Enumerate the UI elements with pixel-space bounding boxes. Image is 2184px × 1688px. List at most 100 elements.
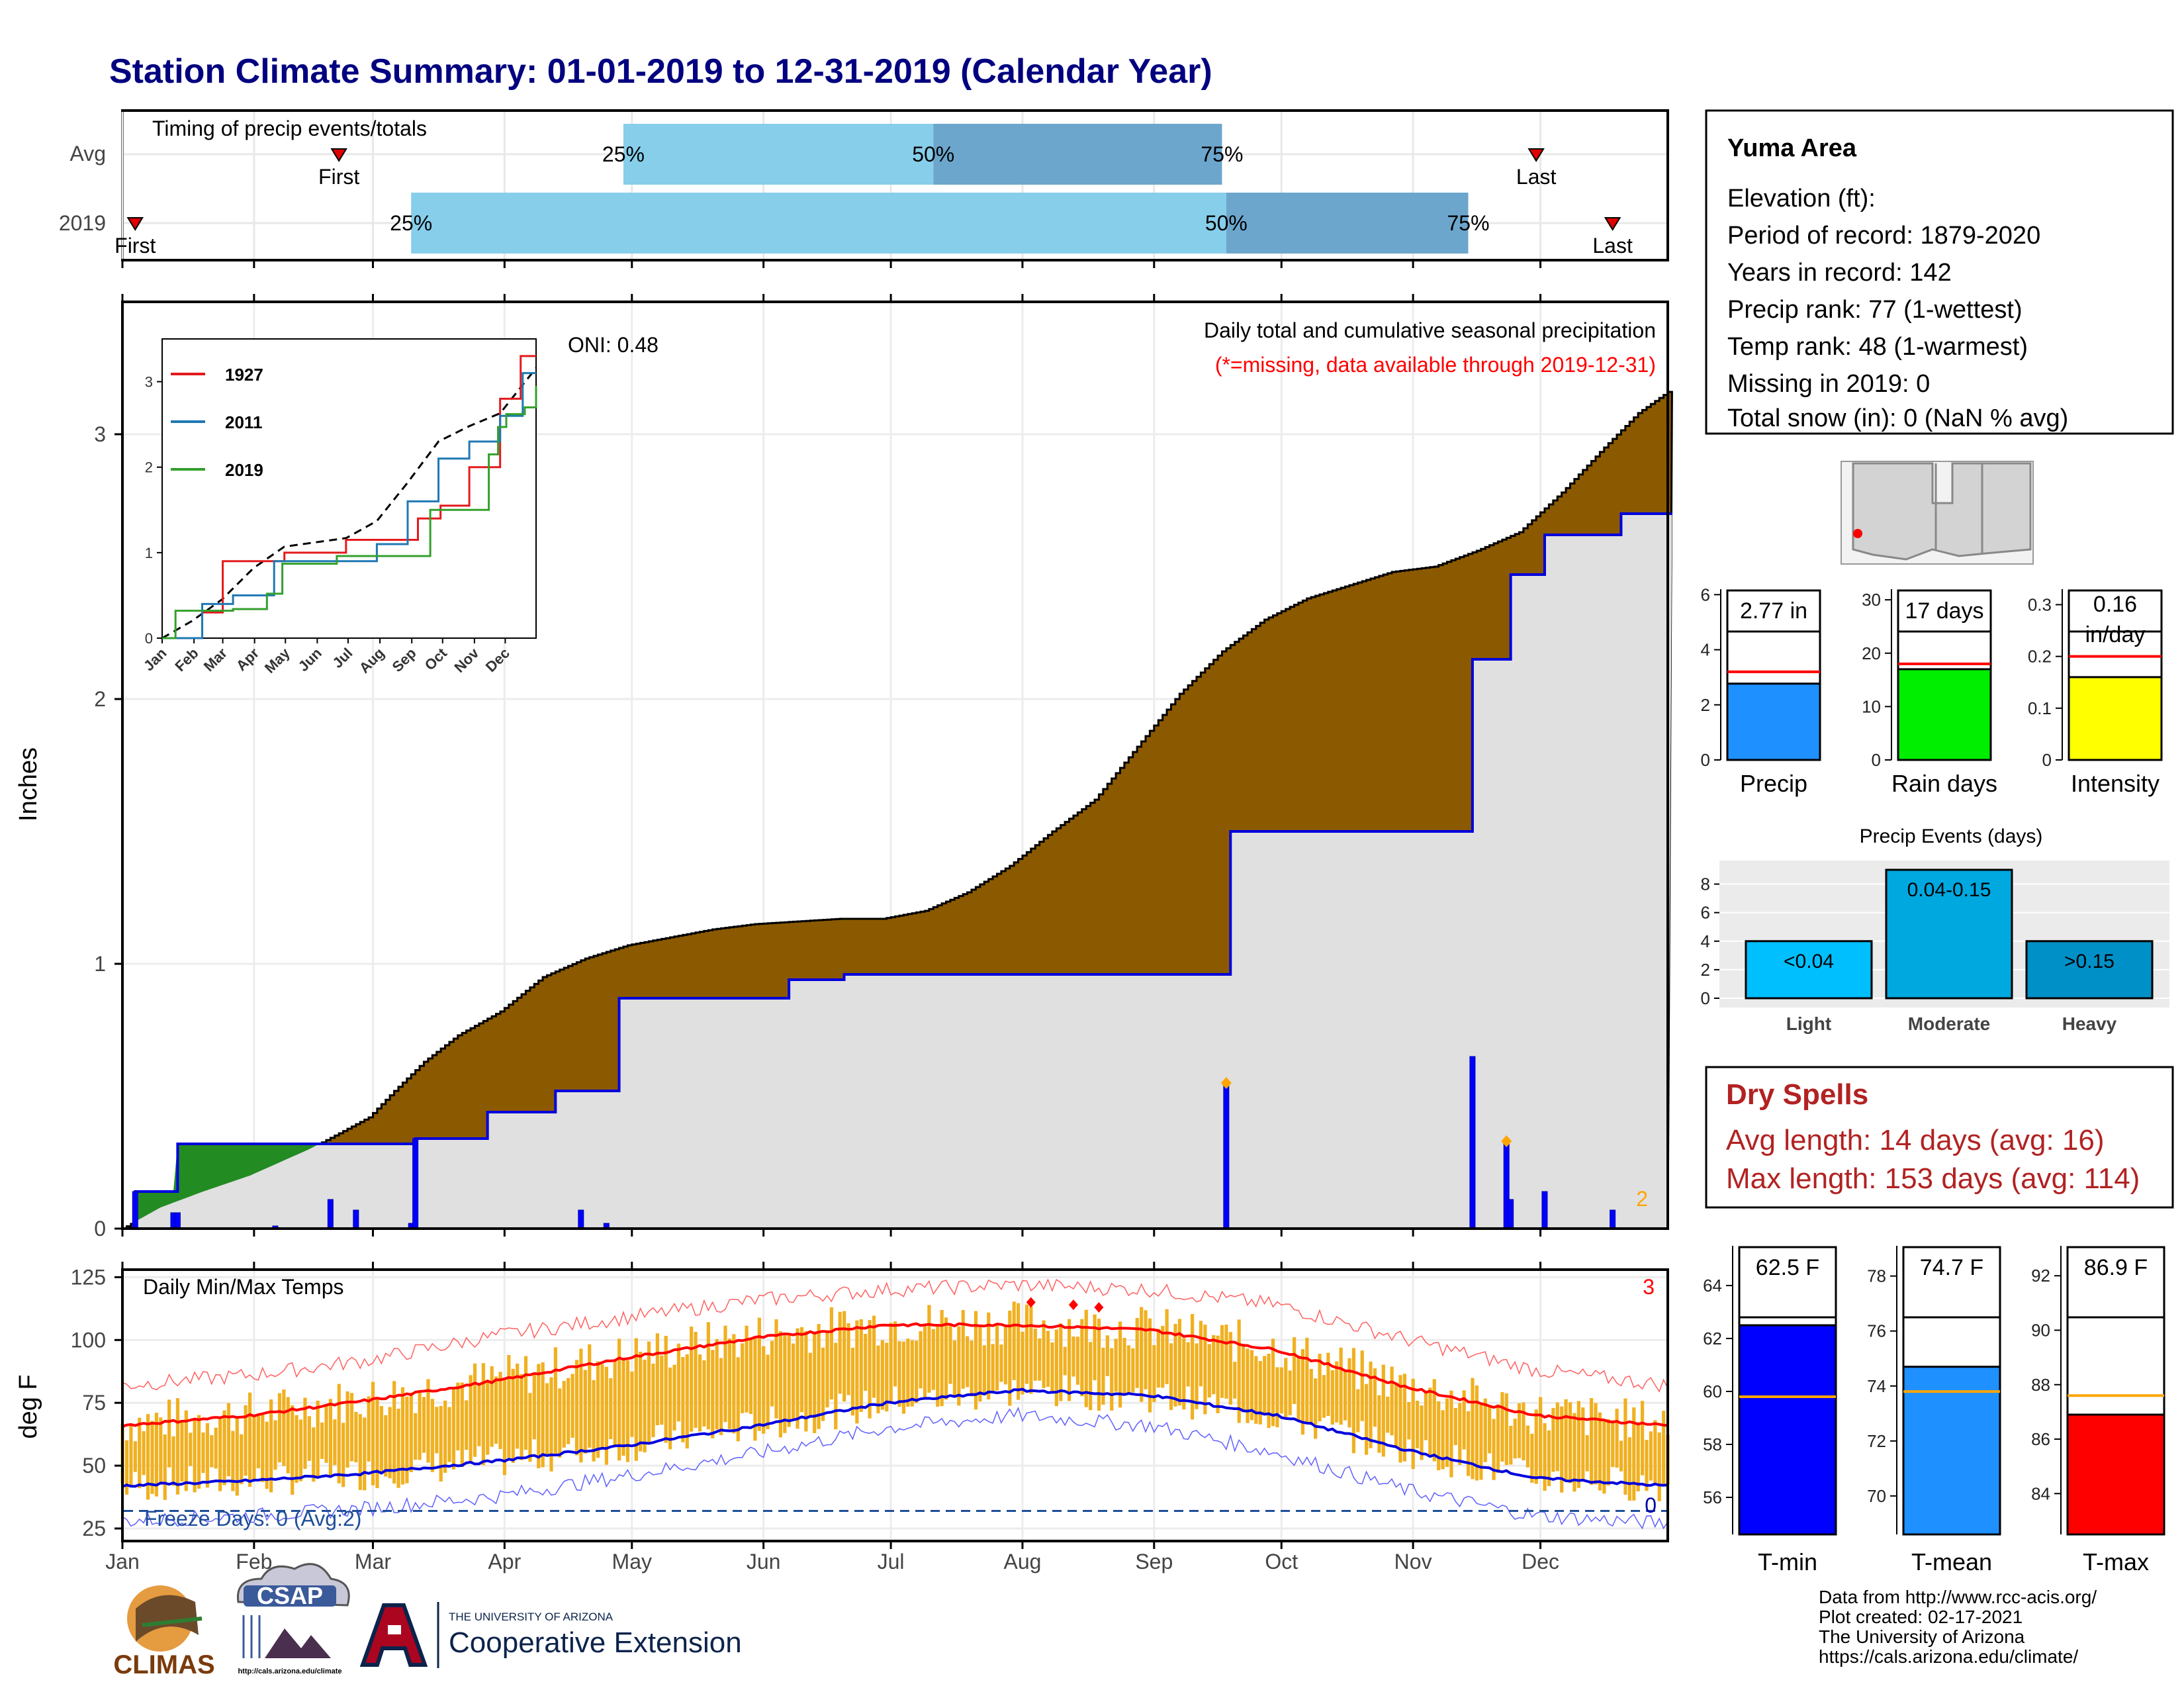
daily-temp-bar [193, 1420, 197, 1493]
daily-temp-bar [787, 1333, 791, 1427]
csap-text: CSAP [257, 1582, 323, 1609]
daily-temp-bar [706, 1322, 710, 1430]
daily-temp-bar [1068, 1319, 1071, 1401]
daily-temp-bar [1356, 1389, 1360, 1432]
daily-temp-bar [1475, 1385, 1479, 1481]
daily-temp-bar [516, 1363, 520, 1449]
daily-temp-bar [328, 1399, 333, 1477]
daily-temp-bar [1173, 1323, 1177, 1407]
inset-legend: 1927 2011 2019 [171, 365, 263, 480]
summary-ytick-label: 0 [1701, 750, 1710, 770]
daily-temp-bar [1662, 1411, 1666, 1486]
daily-temp-bar [1330, 1370, 1334, 1425]
daily-temp-bar [1250, 1350, 1254, 1421]
daily-temp-bar [1547, 1430, 1551, 1486]
daily-temp-bar [668, 1367, 672, 1450]
csap-logo: CSAP http://cals.arizona.edu/climate [236, 1563, 350, 1675]
month-label: Sep [1135, 1550, 1173, 1573]
daily-temp-bar [1046, 1331, 1050, 1387]
daily-temp-bar [1203, 1325, 1207, 1415]
temp-top-count: 3 [1643, 1275, 1655, 1299]
summary-ytick-label: 0.2 [2028, 647, 2052, 667]
timing-marker [126, 217, 144, 231]
precip-summary-charts: 0 2 4 6 2.77 in Precip 0 10 20 30 17 days Rain days… [1701, 585, 2163, 797]
daily-temp-bar [320, 1422, 324, 1459]
temp-title: Daily Min/Max Temps [143, 1275, 343, 1299]
daily-temp-bar [214, 1427, 218, 1469]
timing-marker [1604, 217, 1621, 231]
daily-temp-bar [1645, 1440, 1649, 1491]
summary-value: 86.9 F [2084, 1255, 2148, 1280]
daily-temp-bar [596, 1361, 600, 1458]
excess-area [135, 1144, 318, 1222]
daily-temp-bar [1568, 1402, 1572, 1483]
month-label: Oct [1265, 1550, 1298, 1573]
timing-row-label-avg: Avg [69, 142, 106, 165]
daily-temp-bar [426, 1379, 430, 1463]
daily-temp-bar [1003, 1325, 1007, 1385]
daily-temp-bar [872, 1315, 876, 1398]
daily-temp-bar [460, 1382, 464, 1468]
daily-temp-bar [702, 1360, 706, 1427]
daily-temp-bar [189, 1432, 193, 1466]
quartile-label: 25% [390, 211, 432, 235]
summary-ytick-label: 30 [1862, 590, 1881, 610]
daily-temp-bar [643, 1360, 647, 1453]
daily-temp-bar [736, 1357, 740, 1442]
daily-temp-bar [1029, 1306, 1033, 1394]
daily-precip-bar [1469, 1056, 1476, 1229]
daily-temp-bar [1504, 1393, 1508, 1466]
daily-temp-bar [1212, 1335, 1216, 1395]
daily-temp-bar [316, 1400, 320, 1479]
precip-ytick-label: 1 [94, 952, 106, 976]
summary-ytick-label: 88 [2031, 1375, 2050, 1395]
daily-temp-bar [936, 1324, 940, 1407]
precip-ylabel: Inches [15, 747, 42, 821]
daily-temp-bar [1394, 1383, 1398, 1446]
daily-temp-bar [282, 1389, 286, 1466]
daily-temp-bar [970, 1340, 974, 1397]
daily-temp-bar [1509, 1425, 1513, 1465]
summary-bar-T-min [1738, 1324, 1837, 1536]
daily-temp-bar [1386, 1396, 1390, 1433]
inset-ytick-label: 3 [145, 374, 153, 391]
daily-temp-bar [256, 1415, 260, 1469]
daily-temp-bar [1300, 1349, 1305, 1435]
daily-temp-bar [363, 1417, 367, 1491]
daily-temp-bar [1131, 1348, 1135, 1393]
daily-temp-bar [574, 1360, 579, 1456]
daily-temp-bar [494, 1376, 498, 1444]
daily-temp-bar [1186, 1342, 1190, 1387]
events-ytick-label: 2 [1701, 960, 1710, 980]
daily-temp-bar [991, 1344, 995, 1393]
daily-temp-bar [1199, 1321, 1203, 1387]
daily-temp-bar [741, 1343, 745, 1413]
daily-temp-bar [676, 1343, 681, 1422]
daily-temp-bar [1279, 1367, 1283, 1414]
daily-temp-bar [273, 1420, 277, 1470]
legend-label-1927: 1927 [225, 365, 263, 385]
daily-temp-bar [901, 1341, 906, 1414]
daily-temp-bar [1627, 1437, 1631, 1501]
event-bar-label: <0.04 [1784, 951, 1834, 972]
event-bar-heavy [2025, 940, 2154, 1000]
daily-temp-bar [439, 1405, 443, 1482]
daily-temp-bar [859, 1319, 863, 1412]
precip-subtitle: (*=missing, data available through 2019-… [1215, 353, 1656, 377]
summary-ytick-label: 70 [1867, 1486, 1886, 1506]
daily-temp-bar [1110, 1348, 1114, 1411]
observed-cumulative-line [122, 512, 1672, 1230]
ua-big-text: Cooperative Extension [449, 1626, 742, 1659]
daily-temp-bar [757, 1317, 761, 1431]
daily-temp-bar [1420, 1405, 1424, 1460]
summary-label: T-mean [1911, 1548, 1992, 1575]
daily-temp-bar [825, 1331, 829, 1408]
daily-temp-bar [354, 1411, 358, 1463]
daily-temp-bar [129, 1425, 133, 1485]
daily-temp-bar [349, 1393, 354, 1462]
daily-temp-bar [1050, 1342, 1054, 1393]
station-line-2: Years in record: 142 [1727, 259, 1952, 287]
month-label: Feb [236, 1550, 272, 1573]
daily-temp-bar [1169, 1343, 1173, 1411]
inset-series-2019 [162, 386, 537, 639]
